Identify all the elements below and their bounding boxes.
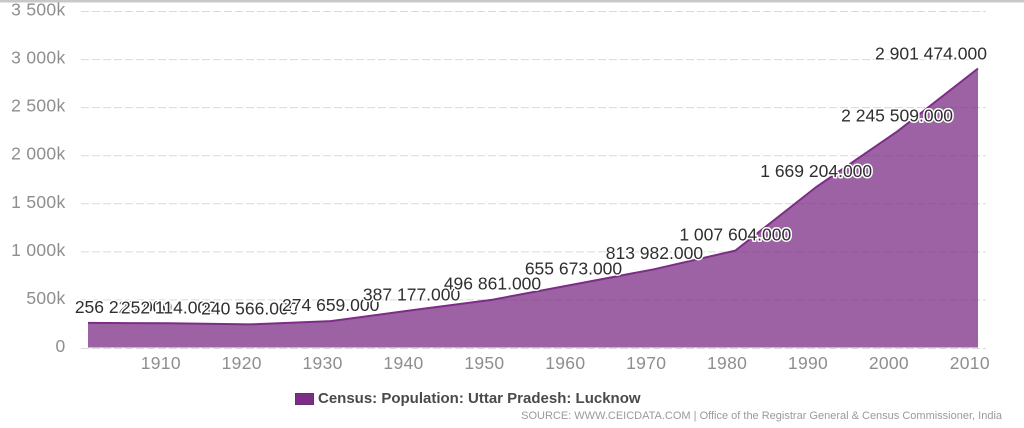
svg-text:1 669 204.000: 1 669 204.000: [760, 161, 872, 181]
svg-text:1920: 1920: [222, 353, 262, 373]
svg-text:1 000k: 1 000k: [11, 240, 65, 260]
svg-text:Census: Population: Uttar Prad: Census: Population: Uttar Pradesh: Luckn…: [318, 390, 641, 407]
svg-text:496 861.000: 496 861.000: [444, 274, 542, 294]
svg-text:2 000k: 2 000k: [11, 144, 65, 164]
svg-text:2 500k: 2 500k: [11, 96, 65, 116]
svg-text:1930: 1930: [303, 353, 343, 373]
svg-text:2010: 2010: [950, 353, 990, 373]
svg-text:1980: 1980: [707, 353, 747, 373]
svg-text:2 901 474.000: 2 901 474.000: [875, 44, 987, 64]
svg-text:SOURCE: WWW.CEICDATA.COM | Off: SOURCE: WWW.CEICDATA.COM | Office of the…: [521, 410, 1003, 422]
svg-text:387 177.000: 387 177.000: [363, 284, 461, 304]
svg-text:274 659.000: 274 659.000: [282, 295, 380, 315]
svg-text:1940: 1940: [383, 353, 423, 373]
svg-text:655 673.000: 655 673.000: [525, 259, 623, 279]
svg-text:1950: 1950: [464, 353, 504, 373]
svg-text:0: 0: [55, 336, 65, 356]
svg-text:1990: 1990: [788, 353, 828, 373]
svg-text:1910: 1910: [141, 353, 181, 373]
svg-text:3 500k: 3 500k: [11, 0, 65, 20]
svg-text:2 245 509.000: 2 245 509.000: [841, 106, 953, 126]
svg-text:813 982.000: 813 982.000: [606, 243, 704, 263]
svg-text:1 500k: 1 500k: [11, 192, 65, 212]
svg-text:500k: 500k: [26, 288, 65, 308]
svg-text:240 566.000: 240 566.000: [201, 298, 299, 318]
svg-text:2000: 2000: [869, 353, 909, 373]
svg-text:3 000k: 3 000k: [11, 48, 65, 68]
svg-text:1960: 1960: [545, 353, 585, 373]
svg-text:256 225.000: 256 225.000: [75, 297, 173, 317]
svg-text:252 114.000: 252 114.000: [121, 297, 217, 317]
svg-text:1 007 604.000: 1 007 604.000: [679, 225, 791, 245]
svg-text:1970: 1970: [626, 353, 666, 373]
